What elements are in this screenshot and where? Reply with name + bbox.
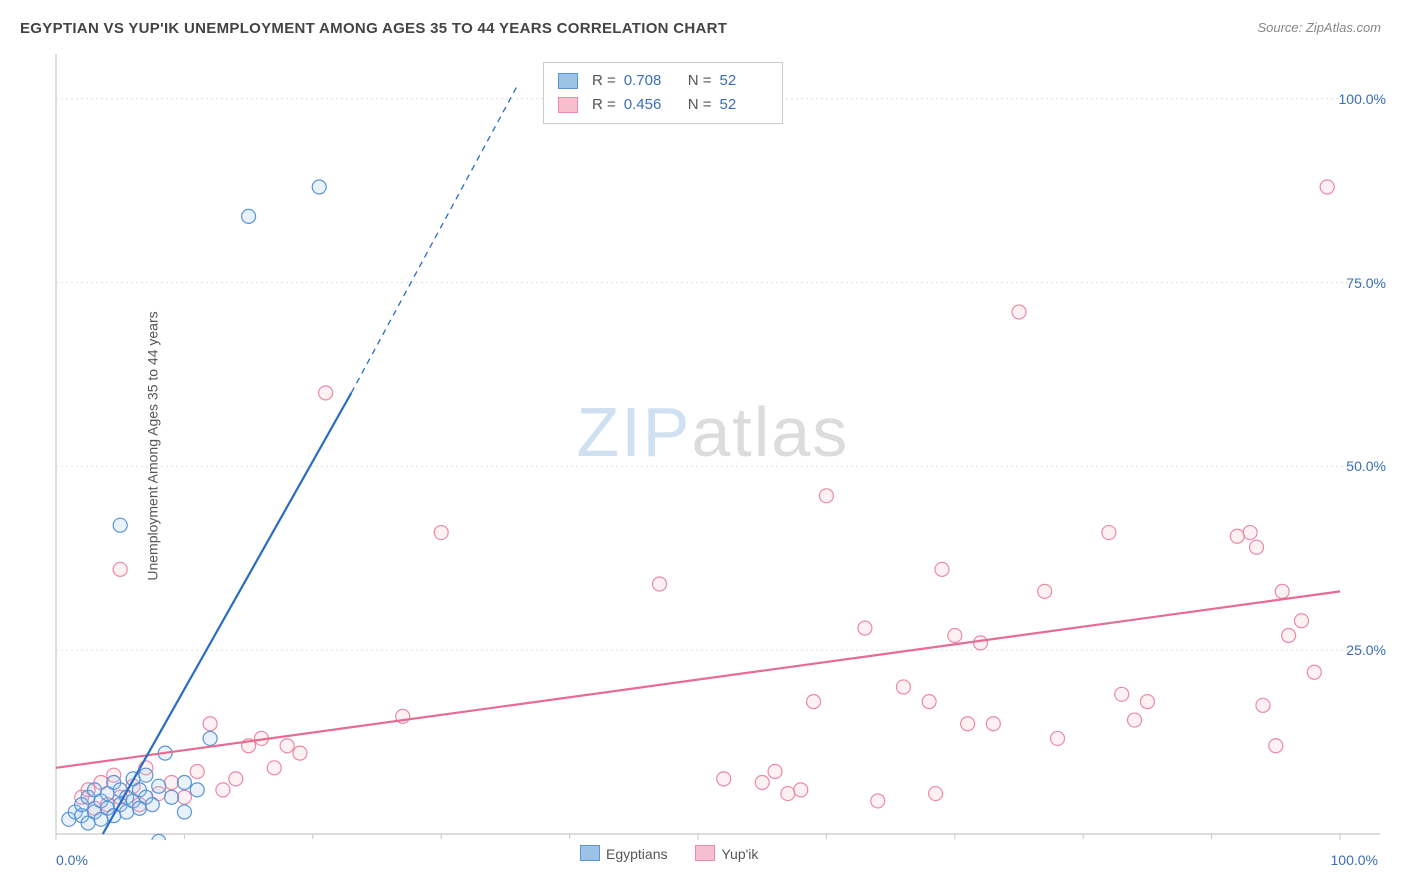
data-point xyxy=(929,787,943,801)
x-axis-max-label: 100.0% xyxy=(1331,852,1378,868)
y-tick-label: 25.0% xyxy=(1346,642,1386,658)
data-point xyxy=(177,776,191,790)
data-point xyxy=(652,577,666,591)
data-point xyxy=(113,562,127,576)
data-point xyxy=(203,717,217,731)
data-point xyxy=(961,717,975,731)
yupik-swatch xyxy=(695,845,715,861)
data-point xyxy=(922,695,936,709)
data-point xyxy=(819,489,833,503)
data-point xyxy=(1307,665,1321,679)
data-point xyxy=(755,776,769,790)
data-point xyxy=(145,798,159,812)
data-point xyxy=(1275,584,1289,598)
data-point xyxy=(280,739,294,753)
data-point xyxy=(1128,713,1142,727)
data-point xyxy=(1038,584,1052,598)
stats-swatch xyxy=(558,73,578,89)
y-tick-label: 50.0% xyxy=(1346,458,1386,474)
stats-swatch xyxy=(558,97,578,113)
stat-n-value: 52 xyxy=(720,93,768,117)
data-point xyxy=(781,787,795,801)
stat-r-label: R = xyxy=(592,69,616,93)
data-point xyxy=(165,776,179,790)
stat-n-value: 52 xyxy=(720,69,768,93)
correlation-stats-box: R = 0.708 N = 52 R = 0.456 N = 52 xyxy=(543,62,783,124)
trend-line-egyptians-extrapolated xyxy=(351,84,518,393)
stat-r-label: R = xyxy=(592,93,616,117)
data-point xyxy=(1320,180,1334,194)
data-point xyxy=(113,518,127,532)
legend: Egyptians Yup'ik xyxy=(580,845,758,862)
data-point xyxy=(1012,305,1026,319)
data-point xyxy=(312,180,326,194)
data-point xyxy=(1140,695,1154,709)
y-tick-label: 75.0% xyxy=(1346,275,1386,291)
source-attribution: Source: ZipAtlas.com xyxy=(1257,20,1381,35)
stats-row: R = 0.708 N = 52 xyxy=(558,69,768,93)
data-point xyxy=(177,805,191,819)
data-point xyxy=(216,783,230,797)
scatter-plot xyxy=(50,50,1390,840)
data-point xyxy=(203,731,217,745)
data-point xyxy=(986,717,1000,731)
legend-item-yupik: Yup'ik xyxy=(695,845,758,862)
data-point xyxy=(1282,628,1296,642)
data-point xyxy=(896,680,910,694)
stat-r-value: 0.456 xyxy=(624,93,672,117)
data-point xyxy=(807,695,821,709)
data-point xyxy=(267,761,281,775)
stat-r-value: 0.708 xyxy=(624,69,672,93)
egyptians-swatch xyxy=(580,845,600,861)
data-point xyxy=(190,783,204,797)
data-point xyxy=(948,628,962,642)
trend-line-yupik xyxy=(56,591,1340,767)
trend-line-egyptians xyxy=(103,393,352,834)
data-point xyxy=(1294,614,1308,628)
data-point xyxy=(152,834,166,840)
stat-n-label: N = xyxy=(688,69,712,93)
stat-n-label: N = xyxy=(688,93,712,117)
data-point xyxy=(1051,731,1065,745)
data-point xyxy=(1102,526,1116,540)
data-point xyxy=(152,779,166,793)
data-point xyxy=(871,794,885,808)
data-point xyxy=(319,386,333,400)
data-point xyxy=(935,562,949,576)
data-point xyxy=(165,790,179,804)
data-point xyxy=(177,790,191,804)
data-point xyxy=(1243,526,1257,540)
data-point xyxy=(229,772,243,786)
data-point xyxy=(293,746,307,760)
chart-title: EGYPTIAN VS YUP'IK UNEMPLOYMENT AMONG AG… xyxy=(20,20,727,37)
data-point xyxy=(242,209,256,223)
data-point xyxy=(139,768,153,782)
data-point xyxy=(794,783,808,797)
data-point xyxy=(1250,540,1264,554)
data-point xyxy=(768,765,782,779)
stats-row: R = 0.456 N = 52 xyxy=(558,93,768,117)
legend-label-yupik: Yup'ik xyxy=(721,846,758,862)
data-point xyxy=(434,526,448,540)
legend-label-egyptians: Egyptians xyxy=(606,846,667,862)
data-point xyxy=(1230,529,1244,543)
data-point xyxy=(1115,687,1129,701)
data-point xyxy=(717,772,731,786)
x-axis-min-label: 0.0% xyxy=(56,852,88,868)
data-point xyxy=(1269,739,1283,753)
y-tick-label: 100.0% xyxy=(1339,91,1386,107)
data-point xyxy=(190,765,204,779)
data-point xyxy=(973,636,987,650)
data-point xyxy=(1256,698,1270,712)
legend-item-egyptians: Egyptians xyxy=(580,845,667,862)
data-point xyxy=(858,621,872,635)
